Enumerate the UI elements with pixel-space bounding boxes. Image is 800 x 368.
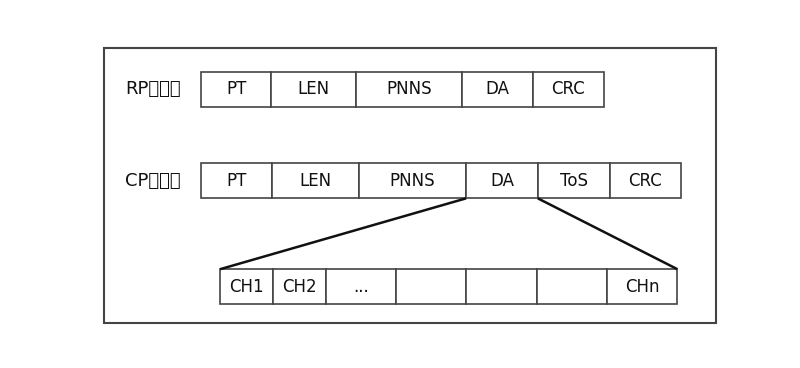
Bar [607,269,678,304]
Bar [273,163,358,198]
Text: CHn: CHn [625,278,659,296]
Bar [271,72,356,107]
Text: PT: PT [226,172,246,190]
Bar [201,163,273,198]
Bar [273,269,326,304]
Bar [220,269,273,304]
Bar [533,72,604,107]
Bar [396,269,466,304]
Bar [326,269,396,304]
Bar [610,163,682,198]
Text: CH2: CH2 [282,278,317,296]
Text: ...: ... [353,278,369,296]
Text: CRC: CRC [629,172,662,190]
Text: DA: DA [490,172,514,190]
Bar [537,269,607,304]
Text: PNNS: PNNS [390,172,435,190]
Text: CH1: CH1 [229,278,264,296]
Text: PT: PT [226,80,246,98]
Text: LEN: LEN [299,172,331,190]
Text: RP包格式: RP包格式 [125,80,181,98]
Bar [466,269,537,304]
Bar [358,163,466,198]
Bar [466,163,538,198]
Bar [538,163,610,198]
Text: CRC: CRC [551,80,586,98]
Text: LEN: LEN [298,80,330,98]
Bar [356,72,462,107]
Text: DA: DA [486,80,510,98]
Bar [201,72,271,107]
Text: ToS: ToS [560,172,588,190]
Text: PNNS: PNNS [386,80,432,98]
Text: CP包格式: CP包格式 [125,172,181,190]
Bar [462,72,533,107]
